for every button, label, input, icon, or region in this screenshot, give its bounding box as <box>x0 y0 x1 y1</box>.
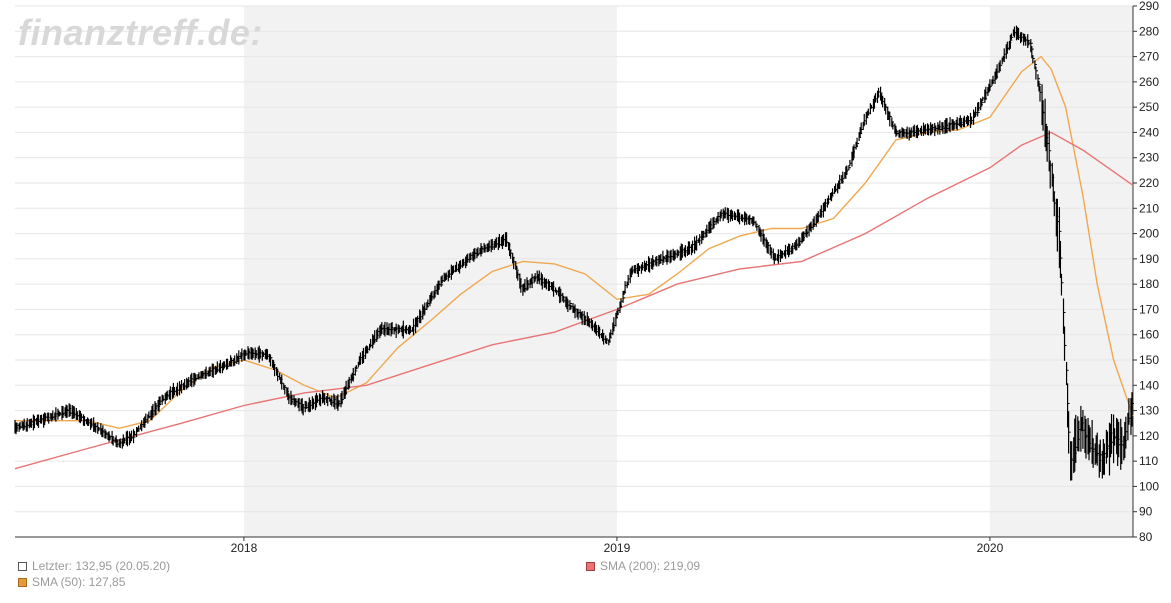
x-tick-label-2019: 2019 <box>604 541 631 555</box>
y-tick-label-160: 160 <box>1139 328 1159 342</box>
legend-sma200-label: SMA (200): 219,09 <box>600 559 701 573</box>
y-tick-label-220: 220 <box>1139 176 1159 190</box>
legend-sma50: SMA (50): 127,85 <box>18 575 125 589</box>
legend-last: Letzter: 132,95 (20.05.20) <box>18 559 170 573</box>
y-tick-label-260: 260 <box>1139 75 1159 89</box>
legend-sma200-swatch <box>586 561 595 571</box>
y-tick-label-250: 250 <box>1139 100 1159 114</box>
sma200-line <box>14 131 1134 470</box>
watermark-logo: finanztreff.de: <box>18 12 263 53</box>
y-tick-label-170: 170 <box>1139 302 1159 316</box>
y-tick-label-200: 200 <box>1139 227 1159 241</box>
y-tick-label-290: 290 <box>1139 0 1159 13</box>
legend-sma200: SMA (200): 219,09 <box>586 559 700 573</box>
y-tick-label-180: 180 <box>1139 277 1159 291</box>
y-tick-label-190: 190 <box>1139 252 1159 266</box>
y-tick-label-150: 150 <box>1139 353 1159 367</box>
y-tick-label-110: 110 <box>1139 454 1158 468</box>
y-tick-label-240: 240 <box>1139 125 1159 139</box>
legend-sma50-swatch <box>18 577 27 587</box>
y-tick-label-80: 80 <box>1139 530 1153 544</box>
y-tick-label-90: 90 <box>1139 505 1153 519</box>
y-tick-label-120: 120 <box>1139 429 1159 443</box>
y-tick-label-100: 100 <box>1139 479 1159 493</box>
y-tick-label-210: 210 <box>1139 201 1159 215</box>
y-tick-label-230: 230 <box>1139 151 1159 165</box>
y-tick-label-140: 140 <box>1139 378 1159 392</box>
x-tick-label-2018: 2018 <box>231 541 258 555</box>
y-tick-label-130: 130 <box>1139 404 1159 418</box>
legend-last-swatch <box>18 561 27 571</box>
y-tick-label-280: 280 <box>1139 24 1159 38</box>
legend-sma50-label: SMA (50): 127,85 <box>32 575 126 589</box>
year-band-0 <box>243 6 617 537</box>
x-tick-label-2020: 2020 <box>977 541 1004 555</box>
legend-last-label: Letzter: 132,95 (20.05.20) <box>32 559 171 573</box>
y-tick-label-270: 270 <box>1139 50 1159 64</box>
